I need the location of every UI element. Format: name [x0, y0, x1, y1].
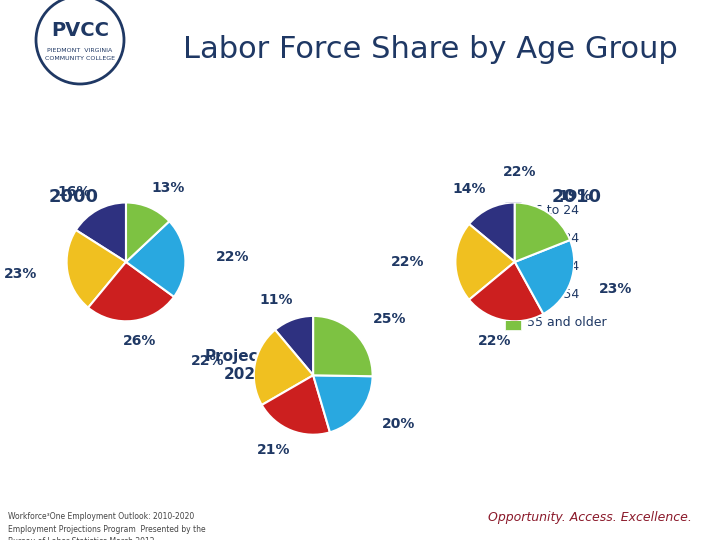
- Text: 35 to 44: 35 to 44: [527, 260, 579, 273]
- Wedge shape: [455, 224, 515, 300]
- Text: 23%: 23%: [599, 282, 632, 296]
- Wedge shape: [88, 262, 174, 321]
- Text: Labor Force Share by Age Group: Labor Force Share by Age Group: [183, 36, 678, 64]
- Text: 55 and older: 55 and older: [527, 315, 607, 328]
- Wedge shape: [126, 221, 185, 297]
- Text: 21%: 21%: [257, 443, 290, 457]
- Text: 23%: 23%: [4, 267, 37, 281]
- Wedge shape: [275, 316, 313, 375]
- Wedge shape: [469, 202, 515, 262]
- Text: 11%: 11%: [260, 293, 293, 307]
- Wedge shape: [469, 262, 544, 321]
- Text: 22%: 22%: [503, 165, 536, 179]
- Text: 2010: 2010: [552, 188, 602, 206]
- FancyBboxPatch shape: [505, 258, 521, 274]
- Wedge shape: [126, 202, 169, 262]
- Wedge shape: [515, 202, 570, 262]
- Text: 19%: 19%: [558, 188, 592, 202]
- Wedge shape: [313, 375, 372, 433]
- Text: 22%: 22%: [191, 354, 225, 368]
- Wedge shape: [67, 230, 126, 308]
- Wedge shape: [262, 375, 330, 435]
- Ellipse shape: [15, 0, 145, 85]
- Text: 13%: 13%: [152, 181, 185, 195]
- Text: PVCC: PVCC: [51, 21, 109, 39]
- Text: 22%: 22%: [478, 334, 511, 348]
- FancyBboxPatch shape: [505, 202, 521, 218]
- Wedge shape: [76, 202, 126, 262]
- Text: 16%: 16%: [58, 185, 91, 199]
- Polygon shape: [0, 0, 720, 110]
- Text: 2000: 2000: [49, 188, 99, 206]
- Text: 25%: 25%: [373, 312, 406, 326]
- Text: Projected
2020: Projected 2020: [204, 348, 287, 382]
- Text: 22%: 22%: [391, 255, 425, 269]
- Text: PIEDMONT  VIRGINIA: PIEDMONT VIRGINIA: [48, 48, 112, 52]
- Text: 16 to 24: 16 to 24: [527, 204, 579, 217]
- Text: COMMUNITY COLLEGE: COMMUNITY COLLEGE: [45, 56, 115, 60]
- Text: 22%: 22%: [216, 250, 249, 264]
- Text: 20%: 20%: [382, 417, 415, 431]
- Text: Opportunity. Access. Excellence.: Opportunity. Access. Excellence.: [488, 511, 692, 524]
- Text: 45 to 54: 45 to 54: [527, 287, 580, 300]
- Text: 25 to 34: 25 to 34: [527, 232, 579, 245]
- Wedge shape: [515, 240, 574, 314]
- Text: 14%: 14%: [453, 183, 486, 197]
- Text: Workforce³One Employment Outlook: 2010-2020
Employment Projections Program  Pres: Workforce³One Employment Outlook: 2010-2…: [8, 512, 206, 540]
- FancyBboxPatch shape: [505, 286, 521, 302]
- FancyBboxPatch shape: [505, 314, 521, 330]
- FancyBboxPatch shape: [505, 230, 521, 246]
- Wedge shape: [313, 316, 372, 376]
- Wedge shape: [254, 330, 313, 405]
- Text: 26%: 26%: [122, 334, 156, 348]
